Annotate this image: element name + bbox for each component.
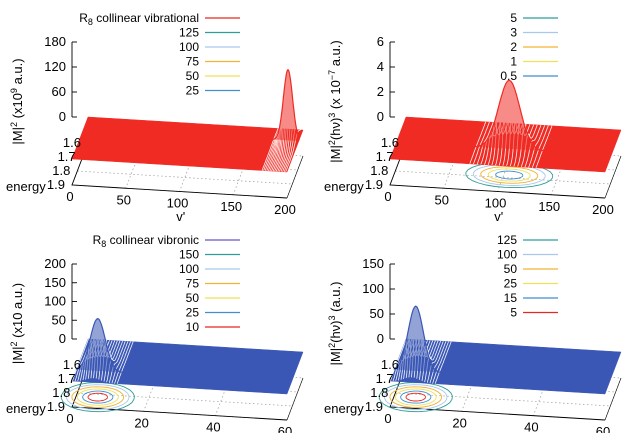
floor-contour bbox=[72, 387, 124, 408]
z-tick-label: 200 bbox=[44, 256, 66, 271]
surface-sheet bbox=[72, 117, 303, 172]
x-tick-label: 0 bbox=[384, 411, 391, 426]
legend-label: 25 bbox=[504, 277, 518, 291]
z-tick-label: 0 bbox=[59, 331, 66, 346]
legend-label: 100 bbox=[179, 40, 199, 54]
y-tick-label: 1.8 bbox=[370, 385, 388, 400]
x-tick-label: 20 bbox=[134, 415, 148, 430]
y-tick-label: 1.7 bbox=[376, 149, 394, 164]
y-tick-label: 1.6 bbox=[63, 357, 81, 372]
z-tick-label: 0 bbox=[377, 331, 384, 346]
z-tick-label: 150 bbox=[44, 275, 66, 290]
y-tick-label: 1.8 bbox=[52, 385, 70, 400]
x-tick-label: 20 bbox=[452, 415, 466, 430]
legend-label: 150 bbox=[179, 248, 199, 262]
legend-label: 25 bbox=[186, 306, 200, 320]
z-axis-title: |M|2(hν)3 (a.u.) bbox=[327, 282, 343, 366]
x-tick-label: 0 bbox=[66, 411, 73, 426]
legend-label: 125 bbox=[497, 233, 517, 247]
legend-label: 50 bbox=[186, 69, 200, 83]
z-axis-title: |M|2(hν)3 (x 10−7 a.u.) bbox=[327, 40, 343, 162]
y-tick-label: 1.9 bbox=[365, 399, 383, 414]
legend-label: 15 bbox=[504, 291, 518, 305]
z-tick-label: 50 bbox=[52, 312, 66, 327]
y-axis-title: energy bbox=[6, 401, 46, 416]
legend-label: 0.5 bbox=[500, 69, 517, 83]
legend-label: 100 bbox=[497, 248, 517, 262]
z-tick-label: 120 bbox=[44, 59, 66, 74]
y-tick-label: 1.9 bbox=[47, 399, 65, 414]
z-tick-label: 0 bbox=[59, 109, 66, 124]
y-tick-label: 1.7 bbox=[58, 149, 76, 164]
x-tick-label: 0 bbox=[66, 189, 73, 204]
legend-label: 50 bbox=[186, 291, 200, 305]
legend-label: 1 bbox=[510, 55, 517, 69]
y-axis-title: energy bbox=[324, 179, 364, 194]
x-tick-label: 40 bbox=[524, 420, 538, 433]
legend-label: 5 bbox=[510, 11, 517, 25]
legend-label: 10 bbox=[186, 320, 200, 334]
y-tick-label: 1.8 bbox=[370, 163, 388, 178]
y-axis-title: energy bbox=[6, 179, 46, 194]
y-tick-label: 1.6 bbox=[63, 135, 81, 150]
floor-contour bbox=[390, 387, 442, 408]
y-tick-label: 1.9 bbox=[47, 177, 65, 192]
y-tick-label: 1.9 bbox=[365, 177, 383, 192]
chart-panel-1: 180 120 60 0 |M|2 (x109 a.u.) 1.61.71.81.9ene… bbox=[6, 11, 303, 224]
z-tick-label: 180 bbox=[44, 34, 66, 49]
z-tick-label: 150 bbox=[362, 256, 384, 271]
y-axis-title: energy bbox=[324, 401, 364, 416]
z-tick-label: 60 bbox=[52, 84, 66, 99]
chart-panel-3: 200150100500|M|2 (x10 a.u.)1.61.71.81.9e… bbox=[6, 233, 303, 433]
x-tick-label: 0 bbox=[384, 189, 391, 204]
y-tick-label: 1.6 bbox=[381, 357, 399, 372]
x-tick-label: 50 bbox=[117, 192, 131, 207]
z-tick-label: 2 bbox=[377, 84, 384, 99]
x-tick-label: 200 bbox=[274, 202, 296, 217]
z-axis-title: |M|2 (x10 a.u.) bbox=[9, 283, 25, 364]
x-tick-label: 50 bbox=[435, 192, 449, 207]
chart-panel-2: 6 4 2 0 |M|2(hν)3 (x 10−7 a.u.) 1.61.71.81.9e… bbox=[324, 11, 621, 224]
x-tick-label: 60 bbox=[278, 424, 292, 433]
x-tick-label: 150 bbox=[538, 199, 560, 214]
legend-label: 75 bbox=[186, 55, 200, 69]
floor-contour bbox=[496, 171, 523, 179]
legend-label: 125 bbox=[179, 26, 199, 40]
y-tick-label: 1.8 bbox=[52, 163, 70, 178]
legend-label: 50 bbox=[504, 262, 518, 276]
legend-label: 5 bbox=[510, 306, 517, 320]
z-tick-label: 0 bbox=[377, 109, 384, 124]
z-tick-label: 4 bbox=[377, 59, 384, 74]
x-tick-label: 40 bbox=[206, 420, 220, 433]
z-tick-label: 100 bbox=[44, 294, 66, 309]
z-tick-label: 50 bbox=[370, 306, 384, 321]
x-tick-label: 60 bbox=[596, 424, 610, 433]
legend-label: 3 bbox=[510, 26, 517, 40]
legend-label: 25 bbox=[186, 84, 200, 98]
y-tick-label: 1.7 bbox=[58, 371, 76, 386]
x-axis-title: v' bbox=[176, 209, 185, 224]
legend-label: 100 bbox=[179, 262, 199, 276]
legend-label: 2 bbox=[510, 40, 517, 54]
legend-label: 75 bbox=[186, 277, 200, 291]
y-tick-label: 1.6 bbox=[381, 135, 399, 150]
z-tick-label: 6 bbox=[377, 34, 384, 49]
x-axis-title: v' bbox=[494, 209, 503, 224]
z-axis-title: |M|2 (x109 a.u.) bbox=[9, 58, 25, 144]
x-tick-label: 150 bbox=[220, 199, 242, 214]
x-tick-label: 200 bbox=[592, 202, 614, 217]
floor-grid-line bbox=[395, 171, 610, 184]
floor-grid-line bbox=[77, 171, 292, 184]
z-tick-label: 100 bbox=[362, 281, 384, 296]
y-tick-label: 1.7 bbox=[376, 371, 394, 386]
